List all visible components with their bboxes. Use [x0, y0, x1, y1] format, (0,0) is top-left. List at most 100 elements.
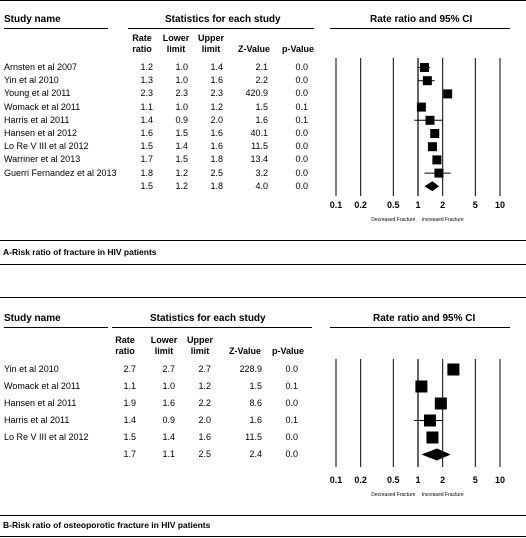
study-marker [416, 102, 426, 112]
study-marker [425, 115, 435, 125]
study-name: Yin et al 2010 [4, 364, 59, 374]
summary-lower-value: 1.1 [162, 449, 175, 459]
rate-ratio-col-header: Rate ratio [132, 33, 152, 54]
lower-value: 1.0 [162, 381, 175, 391]
tick-label-5: 5 [473, 200, 478, 210]
upper-value: 2.2 [198, 398, 211, 408]
p-value-col-header: p-Value [281, 44, 314, 54]
p-value: 0.1 [285, 381, 298, 391]
lower-value: 2.7 [162, 364, 175, 374]
lower-limit-col-header: Lower limit [162, 33, 190, 54]
summary-z-value: 2.4 [249, 449, 262, 459]
stats-header: Statistics for each study [165, 14, 281, 25]
study-marker [422, 76, 432, 86]
z-value: 11.5 [245, 432, 262, 442]
lower-value: 2.3 [175, 88, 188, 99]
lower-value: 1.0 [175, 75, 188, 86]
forest-panel-a: Study name Statistics for each study Rat… [0, 0, 526, 265]
rate-value: 1.5 [123, 432, 136, 442]
tick-label-2: 2 [440, 200, 445, 210]
rate-value: 1.7 [140, 154, 153, 165]
z-value: 13.4 [250, 154, 268, 165]
rate-value: 1.5 [140, 141, 153, 152]
upper-value: 1.6 [198, 432, 211, 442]
p-value-col-header: p-Value [271, 346, 304, 356]
p-value: 0.0 [295, 167, 308, 178]
stats-underline [128, 28, 314, 29]
study-name: Womack et al 2011 [4, 101, 81, 112]
tick-label-0.1: 0.1 [330, 200, 343, 210]
upper-value: 1.6 [210, 141, 223, 152]
plot-header: Rate ratio and 95% CI [370, 14, 473, 25]
summary-rate-value: 1.7 [123, 449, 136, 459]
lower-value: 1.4 [175, 141, 188, 152]
decreased-label: Decreased Fracture [371, 492, 415, 498]
summary-upper-value: 2.5 [198, 449, 211, 459]
stats-underline [112, 327, 312, 328]
study-marker [427, 142, 437, 152]
study-marker [434, 168, 444, 178]
study-marker [432, 155, 442, 165]
summary-upper-value: 1.8 [210, 180, 223, 191]
z-value: 1.5 [255, 101, 268, 112]
z-value: 3.2 [255, 167, 268, 178]
summary-p-value: 0.0 [295, 180, 308, 191]
upper-value: 2.0 [210, 114, 223, 125]
study-marker [430, 129, 440, 138]
z-value: 11.5 [251, 141, 268, 152]
z-value: 2.2 [255, 75, 268, 86]
p-value: 0.0 [295, 62, 308, 72]
summary-lower-value: 1.2 [175, 180, 188, 191]
study-marker [423, 414, 436, 427]
study-marker [443, 89, 453, 99]
tick-label-0.1: 0.1 [330, 475, 343, 485]
study-name: Lo Re V III et al 2012 [4, 141, 89, 152]
rate-value: 1.1 [123, 381, 136, 391]
study-name-header: Study name [4, 14, 61, 25]
rate-value: 1.9 [123, 398, 136, 408]
study-name: Harris et al 2011 [4, 415, 70, 425]
z-value: 1.6 [255, 114, 268, 125]
top-rule [0, 0, 526, 1]
study-name: Warriner et al 2013 [4, 154, 81, 165]
top-rule [0, 297, 526, 298]
z-value-col-header: Z-Value [237, 44, 270, 54]
p-value: 0.0 [295, 75, 308, 86]
figure-caption: B-Risk ratio of osteoporotic fracture in… [3, 520, 211, 530]
p-value: 0.0 [295, 128, 308, 138]
z-value: 228.9 [239, 364, 262, 374]
p-value: 0.0 [285, 364, 298, 374]
upper-value: 2.5 [210, 167, 223, 178]
rate-value: 2.7 [123, 364, 136, 374]
upper-value: 1.6 [210, 128, 223, 138]
summary-p-value: 0.0 [285, 449, 298, 459]
p-value: 0.0 [285, 432, 298, 442]
p-value: 0.1 [295, 114, 308, 125]
study-name: Hansen et al 2012 [4, 128, 78, 138]
lower-value: 1.5 [175, 128, 188, 138]
forest-plot: 0.1 0.2 0.5 1 2 5 10 Decreased Fracture Increase… [330, 359, 505, 498]
upper-value: 1.6 [210, 75, 223, 86]
p-value: 0.1 [285, 415, 298, 425]
rate-value: 1.1 [140, 101, 153, 112]
summary-rate-value: 1.5 [140, 180, 153, 191]
rate-value: 1.8 [140, 167, 153, 178]
bottom-rule [0, 264, 526, 265]
p-value: 0.0 [295, 88, 308, 99]
rate-ratio-col-header: Rate ratio [115, 335, 135, 356]
lower-limit-col-header: Lower limit [150, 335, 178, 356]
study-name: Womack et al 2011 [4, 381, 81, 391]
tick-label-5: 5 [473, 475, 478, 485]
study-name: Yin et al 2010 [4, 75, 59, 86]
tick-label-0.2: 0.2 [354, 475, 367, 485]
lower-value: 1.5 [175, 154, 188, 165]
upper-value: 2.7 [198, 364, 211, 374]
study-marker [447, 363, 460, 376]
forest-plot: 0.1 0.2 0.5 1 2 5 10 Decreased Fracture Increase… [330, 58, 505, 223]
forest-panel-b: Study name Statistics for each study Rat… [0, 297, 526, 538]
tick-label-10: 10 [495, 200, 505, 210]
study-marker [426, 431, 439, 444]
lower-value: 1.2 [175, 167, 188, 178]
study-name: Hansen et al 2011 [4, 398, 77, 408]
summary-z-value: 4.0 [255, 180, 268, 191]
